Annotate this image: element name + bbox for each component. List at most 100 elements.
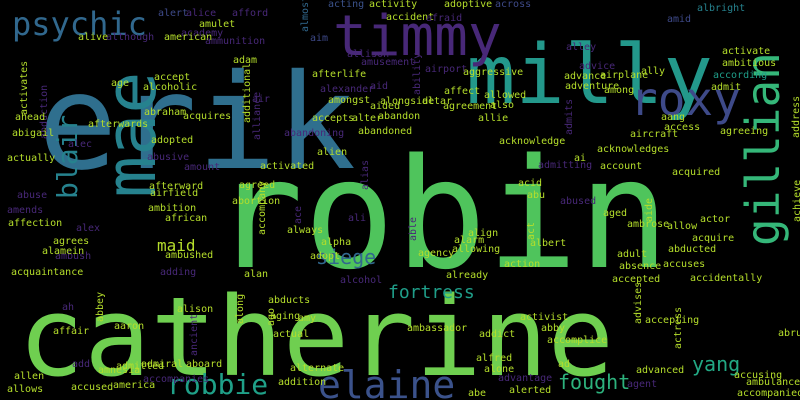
- word-accomplice: accomplice: [547, 335, 608, 347]
- word-ambitious: ambitious: [722, 58, 777, 70]
- word-alcoholic: alcoholic: [143, 82, 198, 94]
- word-acknowledges: acknowledges: [597, 144, 670, 156]
- word-account: account: [600, 161, 643, 173]
- word-acquires: acquires: [183, 111, 232, 123]
- word-amulet: amulet: [199, 19, 236, 31]
- word-according: according: [713, 70, 768, 82]
- word-adopted: adopted: [151, 135, 194, 147]
- word-acid: acid: [518, 178, 543, 190]
- word-access: access: [664, 122, 701, 134]
- word-alternate: alternate: [290, 363, 345, 375]
- word-actress: actress: [673, 307, 684, 350]
- word-achieve: achieve: [792, 180, 800, 223]
- word-addition: addition: [278, 377, 327, 389]
- word-actor: actor: [700, 214, 731, 226]
- word-amends: amends: [7, 205, 44, 217]
- word-ahead: ahead: [15, 112, 46, 124]
- word-allison: allison: [347, 49, 390, 61]
- word-able: able: [408, 217, 419, 242]
- word-siege: siege: [316, 245, 377, 270]
- word-maid: maid: [157, 235, 196, 255]
- word-ace: ace: [293, 206, 304, 225]
- word-alive: alive: [78, 32, 109, 44]
- word-airplane: airplane: [600, 70, 649, 82]
- word-abby: abby: [541, 323, 566, 335]
- word-ally: ally: [641, 66, 666, 78]
- word-agrees: agrees: [53, 236, 90, 248]
- word-air: air: [252, 94, 271, 106]
- word-ability: ability: [412, 53, 423, 96]
- word-agreed: agreed: [239, 180, 276, 192]
- word-admiral: admiral: [141, 359, 184, 371]
- word-align: align: [468, 228, 499, 240]
- word-alice: alice: [186, 8, 217, 20]
- word-alarm: alarm: [454, 235, 485, 247]
- word-catherine: catherine: [18, 273, 615, 400]
- word-ah: ah: [62, 302, 75, 314]
- word-allen: allen: [14, 371, 45, 383]
- word-alerted: alerted: [509, 385, 552, 397]
- word-gillian: gillian: [736, 52, 790, 247]
- word-abusive: abusive: [147, 152, 190, 164]
- word-acquire: acquire: [692, 233, 735, 245]
- word-allowed: allowed: [484, 90, 527, 102]
- word-accompanied: accompanied: [737, 388, 800, 400]
- word-act: act: [526, 222, 537, 241]
- word-alan: alan: [244, 269, 269, 281]
- word-amid: amid: [667, 14, 692, 26]
- word-acquaintance: acquaintance: [11, 267, 84, 279]
- word-afterward: afterward: [149, 181, 204, 193]
- word-yang: yang: [692, 352, 741, 377]
- word-ambushed: ambushed: [165, 250, 214, 262]
- word-adam: adam: [233, 55, 258, 67]
- word-ammunition: ammunition: [205, 36, 266, 48]
- word-airport: airport: [425, 64, 468, 76]
- word-aang: aang: [661, 112, 686, 124]
- word-accept: accept: [154, 72, 191, 84]
- word-aboard: aboard: [186, 359, 223, 371]
- word-activates: activates: [19, 61, 30, 116]
- word-african: african: [165, 213, 208, 225]
- word-accuses: accuses: [663, 259, 706, 271]
- word-roxy: roxy: [630, 72, 741, 127]
- word-advice: advice: [579, 61, 616, 73]
- word-add: add: [72, 359, 91, 371]
- word-ad: ad: [558, 359, 571, 371]
- word-ambush: ambush: [55, 251, 92, 263]
- word-alley: alley: [566, 42, 597, 54]
- word-agreeing: agreeing: [720, 126, 769, 138]
- word-accident: accident: [386, 12, 435, 24]
- word-alter: alter: [352, 113, 383, 125]
- word-alcohol: alcohol: [340, 275, 383, 287]
- word-blair: blair: [51, 114, 84, 200]
- word-allowing: allowing: [452, 244, 501, 256]
- word-addict: addict: [479, 329, 516, 341]
- word-advance: advance: [564, 71, 607, 83]
- word-alien: alien: [317, 147, 348, 159]
- word-erik: erik: [38, 46, 356, 201]
- word-alfred: alfred: [476, 353, 513, 365]
- word-allows: allows: [7, 384, 44, 396]
- word-already: already: [446, 270, 489, 282]
- word-although: although: [106, 32, 155, 44]
- word-aggressive: aggressive: [463, 67, 524, 79]
- word-afterlife: afterlife: [312, 69, 367, 81]
- word-actual: actual: [273, 329, 310, 341]
- word-alert: alert: [158, 8, 189, 20]
- word-admitted: admitted: [116, 361, 165, 373]
- word-activated: activated: [260, 161, 315, 173]
- word-amount: amount: [184, 162, 221, 174]
- word-abraham: abraham: [144, 107, 187, 119]
- word-afraid: afraid: [426, 13, 463, 25]
- word-alone: alone: [484, 364, 515, 376]
- word-alongside: alongside: [380, 96, 435, 108]
- word-ambulance: ambulance: [746, 377, 800, 389]
- word-ambrose: ambrose: [627, 219, 670, 231]
- word-affection: affection: [8, 218, 63, 230]
- word-ai: ai: [574, 153, 587, 165]
- word-accused: accused: [71, 382, 114, 394]
- word-activity: activity: [369, 0, 418, 11]
- word-aim: aim: [310, 33, 329, 45]
- word-abducts: abducts: [268, 295, 311, 307]
